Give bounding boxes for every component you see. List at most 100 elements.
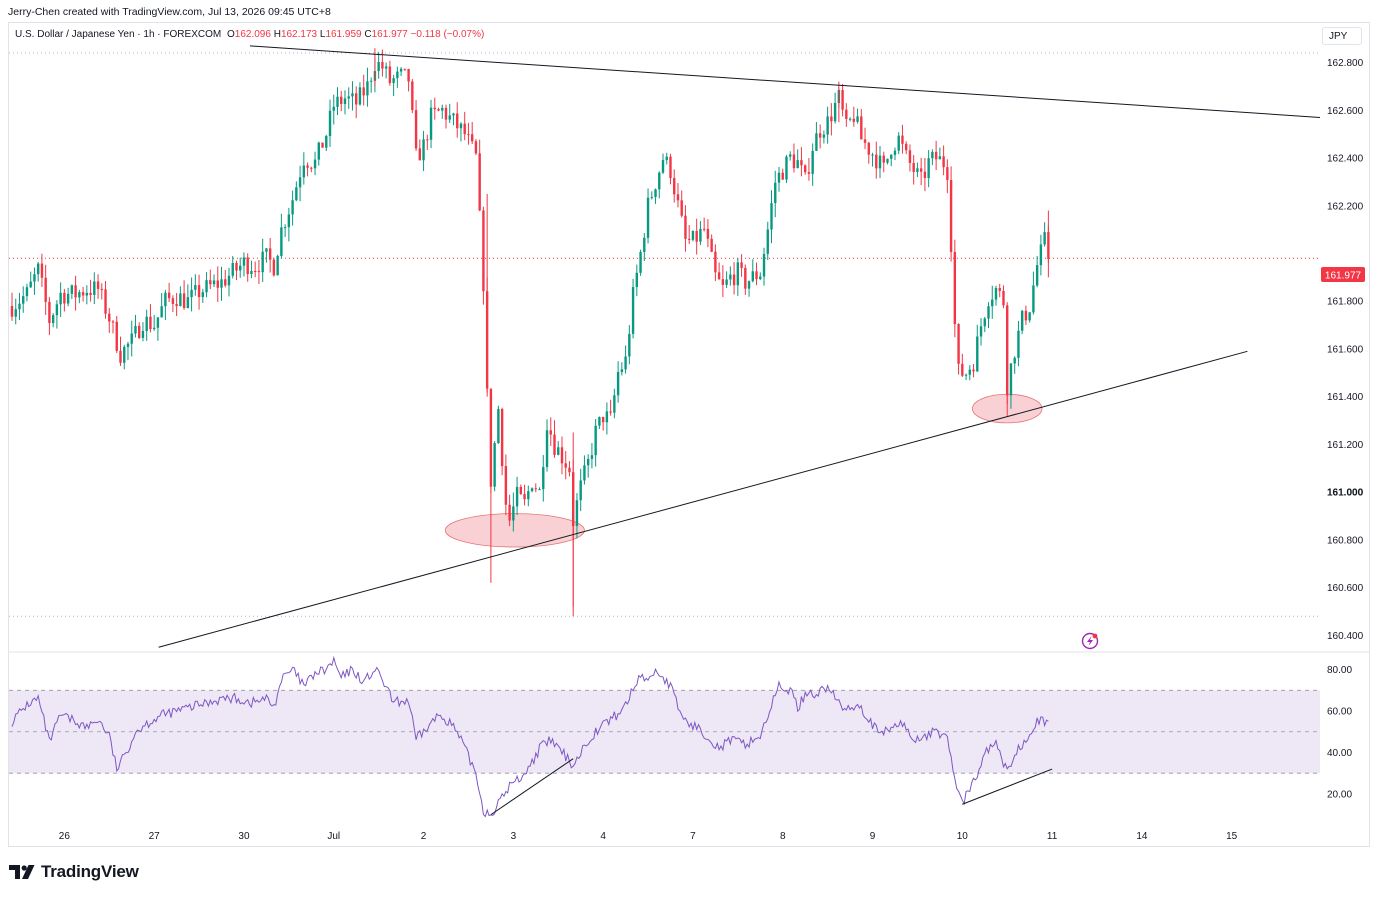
candle-body xyxy=(512,506,515,521)
time-tick-label: 2 xyxy=(421,831,427,842)
candle-body xyxy=(609,411,612,413)
candle-body xyxy=(729,274,732,280)
candle-body xyxy=(901,135,904,144)
symbol-legend[interactable]: U.S. Dollar / Japanese Yen · 1h · FOREXC… xyxy=(15,29,484,40)
price-axis[interactable]: 162.800 162.600 162.400 162.200 161.800 161.6… xyxy=(1327,58,1364,642)
candle-body xyxy=(261,251,264,273)
time-tick-label: 4 xyxy=(600,831,606,842)
candle-body xyxy=(123,346,126,363)
rsi-divergence-line xyxy=(962,768,1053,805)
candle-body xyxy=(953,252,957,325)
candle-body xyxy=(553,434,556,455)
price-tick-label: 160.800 xyxy=(1327,535,1364,546)
price-tick-label: 160.400 xyxy=(1327,631,1364,642)
candle-body xyxy=(744,267,747,289)
candle-body xyxy=(212,280,216,285)
candle-body xyxy=(815,133,818,151)
candle-body xyxy=(257,271,261,273)
candle-body xyxy=(250,270,253,274)
candle-body xyxy=(867,142,870,155)
trendlines[interactable] xyxy=(158,45,1321,648)
high-value: 162.173 xyxy=(280,29,318,40)
candle-body xyxy=(639,251,642,273)
candle-body xyxy=(452,113,455,116)
candle-body xyxy=(583,465,586,481)
candle-body xyxy=(515,486,519,507)
candle-body xyxy=(792,154,796,169)
candle-body xyxy=(972,369,975,372)
candle-body xyxy=(747,281,751,289)
candle-body xyxy=(470,134,474,142)
price-tick-label: 162.200 xyxy=(1327,201,1364,212)
candle-body xyxy=(818,133,822,138)
candle-body xyxy=(227,275,231,286)
candle-body xyxy=(205,280,208,293)
time-axis[interactable]: 26 27 30 Jul 2 3 4 7 8 9 10 11 14 15 xyxy=(59,831,1238,842)
candle-body xyxy=(916,168,919,172)
candle-body xyxy=(527,491,530,500)
candle-body xyxy=(164,292,167,307)
candle-body xyxy=(29,281,32,288)
candle-body xyxy=(714,251,717,273)
candle-body xyxy=(407,69,410,82)
candle-body xyxy=(710,238,713,252)
currency-unit-label[interactable]: JPY xyxy=(1322,27,1362,45)
candle-body xyxy=(194,285,197,290)
candle-body xyxy=(93,281,96,296)
candle-body xyxy=(100,288,103,290)
time-tick-label: 11 xyxy=(1047,831,1058,842)
candle-body xyxy=(893,150,897,155)
candle-body xyxy=(493,443,496,487)
candle-body xyxy=(149,316,152,330)
candle-body xyxy=(70,285,74,294)
candle-body xyxy=(467,134,470,136)
candle-body xyxy=(811,150,814,174)
candle-body xyxy=(347,96,350,99)
candle-body xyxy=(456,113,459,129)
candle-body xyxy=(856,116,859,122)
candle-body xyxy=(22,296,25,304)
candle-body xyxy=(968,369,972,375)
candle-body xyxy=(530,488,534,492)
time-tick-label: 26 xyxy=(59,831,71,842)
trendline[interactable] xyxy=(158,350,1248,648)
candle-body xyxy=(96,281,100,289)
candle-body xyxy=(298,177,302,188)
close-value: 161.977 xyxy=(371,29,408,40)
trendline[interactable] xyxy=(249,45,1321,118)
candle-body xyxy=(433,107,436,110)
rsi-band xyxy=(9,689,1320,774)
candle-body xyxy=(669,156,672,179)
candle-body xyxy=(366,81,369,96)
time-tick-label: 3 xyxy=(511,831,517,842)
price-tick-label: 161.400 xyxy=(1327,392,1364,403)
candle-body xyxy=(687,238,691,240)
candle-body xyxy=(291,200,294,215)
candle-body xyxy=(295,187,298,201)
candle-body xyxy=(646,197,650,238)
candle-body xyxy=(351,93,354,97)
candle-body xyxy=(1020,310,1024,331)
candle-body xyxy=(691,230,695,240)
candle-body xyxy=(224,279,227,286)
candle-body xyxy=(803,165,807,173)
candle-body xyxy=(1035,265,1039,286)
price-tick-label: 161.800 xyxy=(1327,297,1364,308)
candle-body xyxy=(220,279,223,288)
candle-body xyxy=(661,160,665,173)
candle-body xyxy=(85,292,89,296)
rsi-panel xyxy=(11,655,1053,818)
lightning-icon[interactable] xyxy=(1081,632,1099,650)
candle-body xyxy=(1043,232,1046,245)
candle-body xyxy=(976,336,979,372)
candle-body xyxy=(800,160,803,166)
dotted-levels xyxy=(9,52,1320,617)
candle-body xyxy=(557,447,560,455)
candle-body xyxy=(138,325,141,338)
candle-body xyxy=(699,228,702,242)
candle-body xyxy=(340,96,343,105)
logo-t-shape xyxy=(9,865,20,879)
candle-body xyxy=(845,109,848,119)
candle-body xyxy=(66,293,70,304)
